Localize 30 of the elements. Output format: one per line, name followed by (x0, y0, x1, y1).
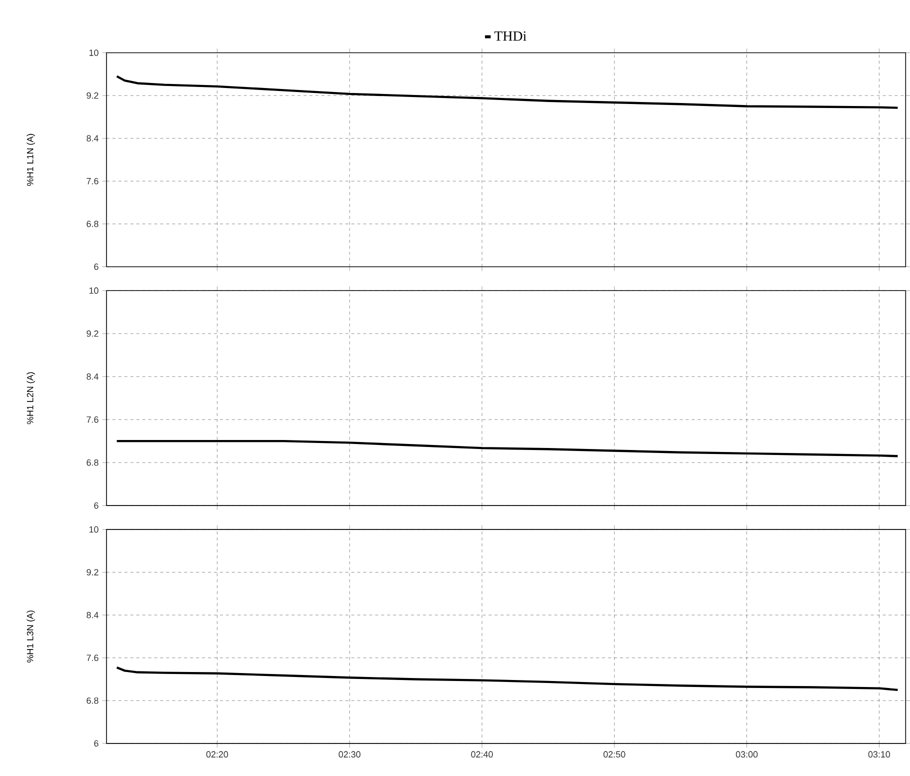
y-tick-label: 8.4 (86, 373, 98, 380)
x-tick-label: 03:00 (736, 751, 758, 758)
y-tick-label: 6.8 (86, 697, 98, 704)
y-tick-label: 9.2 (86, 568, 98, 576)
y-tick-label: 8.4 (86, 612, 98, 618)
y-tick-label: 8.4 (86, 135, 98, 142)
y-tick-label: 6.8 (86, 220, 98, 227)
x-tick-label: 02:40 (471, 751, 493, 758)
y-tick-label: 6 (94, 502, 98, 509)
y-tick-label: 9.2 (86, 330, 98, 337)
x-tick-label: 03:10 (868, 751, 890, 758)
y-tick-label: 10 (89, 526, 98, 533)
y-tick-label: 10 (89, 49, 98, 56)
y-tick-label: 10 (89, 287, 98, 294)
legend-label: THDi (494, 31, 526, 41)
x-tick-label: 02:20 (206, 751, 228, 758)
y-tick-label: 6 (94, 263, 98, 270)
y-axis-title: %H1 L2N (A) (26, 372, 36, 424)
x-tick-label: 02:30 (338, 751, 360, 758)
y-axis-title: %H1 L3N (A) (26, 610, 36, 662)
x-tick-label: 02:50 (604, 751, 626, 758)
y-tick-label: 6.8 (86, 459, 98, 466)
y-tick-label: 7.6 (86, 416, 98, 423)
y-tick-label: 9.2 (86, 92, 98, 99)
line-series (116, 666, 899, 691)
line-series (116, 75, 899, 109)
y-tick-label: 6 (94, 740, 98, 746)
y-axis-title: %H1 L1N (A) (26, 134, 36, 186)
y-tick-label: 7.6 (86, 654, 98, 661)
y-tick-label: 7.6 (86, 178, 98, 184)
